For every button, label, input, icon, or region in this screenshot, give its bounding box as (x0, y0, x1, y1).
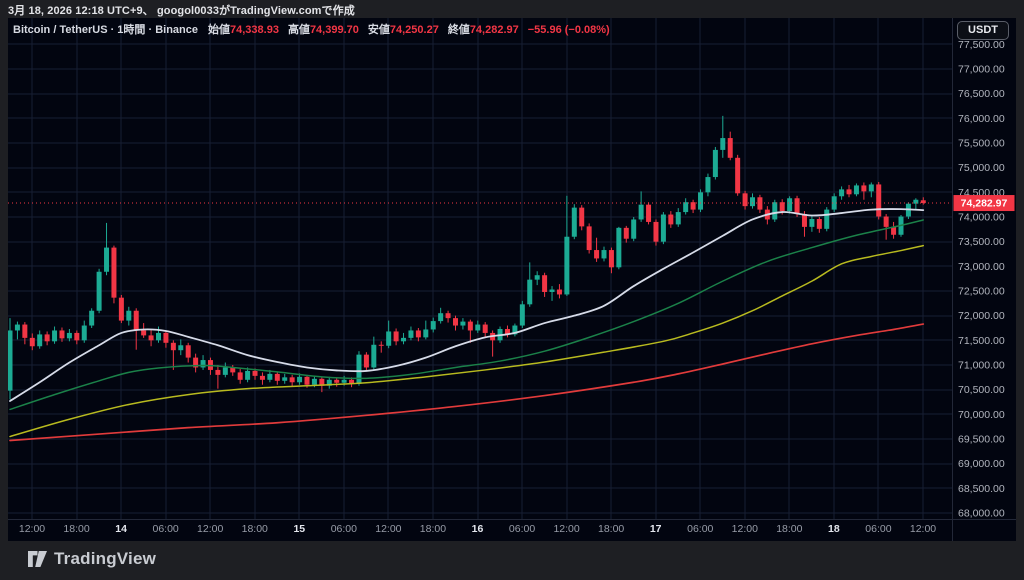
svg-text:16: 16 (472, 523, 484, 535)
ma-slow-yellow (9, 244, 925, 438)
tradingview-logo-icon (28, 551, 47, 567)
symbol-legend: Bitcoin / TetherUS · 1時間 · Binance 始値74,3… (13, 23, 610, 37)
price-change: −55.96 (−0.08%) (527, 24, 610, 36)
svg-text:76,000.00: 76,000.00 (958, 113, 1005, 125)
attribution-bar: 3月 18, 2026 12:18 UTC+9、 googol0033がTrad… (0, 0, 1024, 18)
svg-text:77,500.00: 77,500.00 (958, 39, 1005, 51)
time-axis[interactable]: 12:00 18:00 14 06:00 12:00 18:00 15 06:00 12:00 1… (19, 523, 936, 535)
tradingview-logo-text: TradingView (54, 549, 157, 568)
svg-text:06:00: 06:00 (687, 523, 713, 535)
svg-text:12:00: 12:00 (197, 523, 223, 535)
svg-text:68,000.00: 68,000.00 (958, 508, 1005, 520)
svg-text:06:00: 06:00 (509, 523, 535, 535)
svg-text:75,500.00: 75,500.00 (958, 138, 1005, 150)
svg-text:68,500.00: 68,500.00 (958, 483, 1005, 495)
svg-text:71,500.00: 71,500.00 (958, 335, 1005, 347)
svg-text:06:00: 06:00 (331, 523, 357, 535)
svg-text:18:00: 18:00 (598, 523, 624, 535)
svg-text:74,000.00: 74,000.00 (958, 212, 1005, 224)
svg-text:70,500.00: 70,500.00 (958, 384, 1005, 396)
plot-area[interactable] (8, 115, 926, 442)
last-price-tag: 74,282.97 (953, 195, 1015, 212)
tradingview-logo[interactable]: TradingView (28, 549, 156, 569)
svg-text:06:00: 06:00 (865, 523, 891, 535)
symbol-title[interactable]: Bitcoin / TetherUS · 1時間 · Binance (13, 24, 198, 36)
svg-text:12:00: 12:00 (910, 523, 936, 535)
svg-text:72,500.00: 72,500.00 (958, 286, 1005, 298)
svg-text:06:00: 06:00 (153, 523, 179, 535)
svg-text:77,000.00: 77,000.00 (958, 64, 1005, 76)
close-readout: 終値74,282.97 (447, 24, 519, 36)
attribution-text: 3月 18, 2026 12:18 UTC+9、 googol0033がTrad… (8, 5, 355, 17)
svg-text:12:00: 12:00 (19, 523, 45, 535)
candles (8, 115, 926, 400)
svg-text:75,000.00: 75,000.00 (958, 162, 1005, 174)
low-readout: 安値74,250.27 (367, 24, 439, 36)
svg-text:73,500.00: 73,500.00 (958, 236, 1005, 248)
svg-text:17: 17 (650, 523, 662, 535)
svg-text:18:00: 18:00 (63, 523, 89, 535)
svg-text:18:00: 18:00 (242, 523, 268, 535)
svg-text:18:00: 18:00 (776, 523, 802, 535)
svg-text:14: 14 (115, 523, 127, 535)
svg-text:12:00: 12:00 (553, 523, 579, 535)
ma-fast-white (9, 208, 925, 402)
svg-text:12:00: 12:00 (732, 523, 758, 535)
svg-text:73,000.00: 73,000.00 (958, 261, 1005, 273)
high-readout: 高値74,399.70 (287, 24, 359, 36)
svg-text:74,282.97: 74,282.97 (961, 198, 1008, 210)
svg-text:69,500.00: 69,500.00 (958, 434, 1005, 446)
svg-text:69,000.00: 69,000.00 (958, 458, 1005, 470)
svg-text:18:00: 18:00 (420, 523, 446, 535)
open-readout: 始値74,338.93 (208, 24, 279, 36)
svg-text:18: 18 (828, 523, 840, 535)
footer-bar: TradingView (0, 541, 1024, 580)
ma-long-red (9, 323, 925, 442)
candlestick-chart[interactable]: 68,000.00 68,500.00 69,000.00 69,500.00 70,0… (8, 18, 1016, 541)
ma-mid-green (9, 219, 925, 411)
svg-text:15: 15 (293, 523, 305, 535)
chart-panel: 68,000.00 68,500.00 69,000.00 69,500.00 70,0… (8, 18, 1016, 541)
svg-text:72,000.00: 72,000.00 (958, 310, 1005, 322)
svg-text:76,500.00: 76,500.00 (958, 88, 1005, 100)
svg-text:71,000.00: 71,000.00 (958, 360, 1005, 372)
svg-text:12:00: 12:00 (375, 523, 401, 535)
grid (8, 18, 952, 519)
svg-text:70,000.00: 70,000.00 (958, 409, 1005, 421)
currency-toggle-button[interactable]: USDT (957, 21, 1009, 40)
price-axis[interactable]: 68,000.00 68,500.00 69,000.00 69,500.00 70,0… (958, 39, 1005, 520)
